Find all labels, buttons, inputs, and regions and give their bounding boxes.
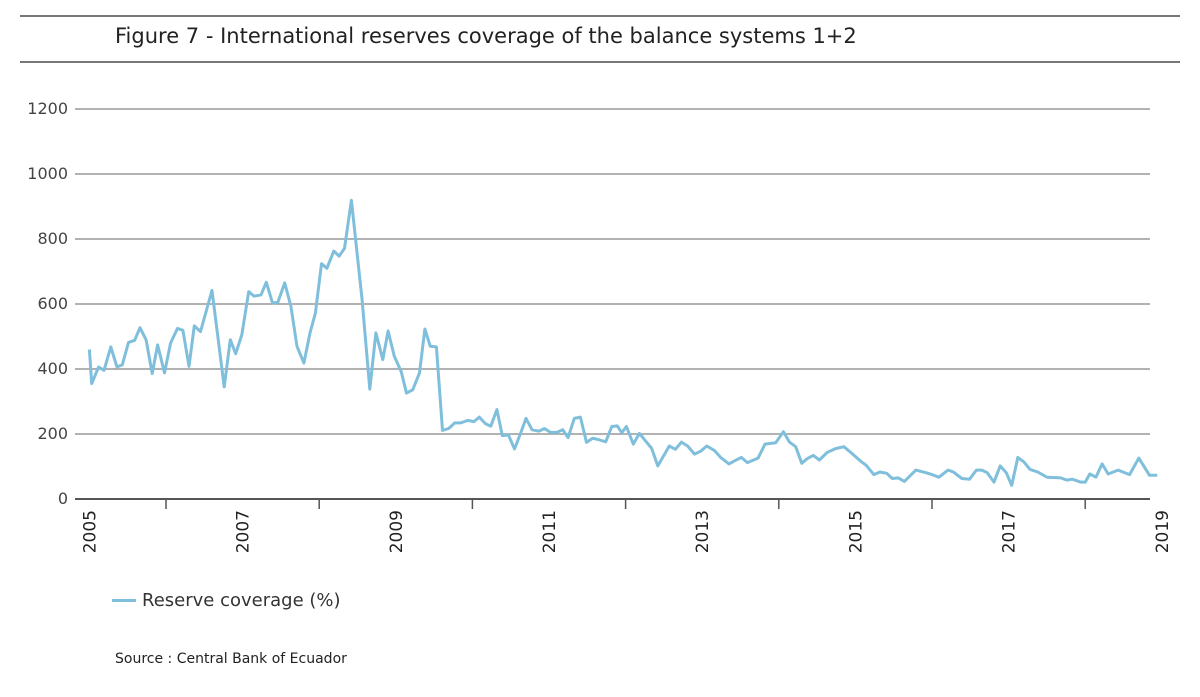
- x-tick-label: 2013: [693, 510, 713, 553]
- x-tick-label: 2005: [80, 510, 100, 553]
- y-tick-label: 400: [37, 359, 68, 378]
- legend-swatch: [112, 599, 136, 602]
- series-line-reserve-coverage: [87, 198, 1158, 487]
- y-tick-label: 0: [58, 489, 68, 508]
- legend: Reserve coverage (%): [112, 590, 341, 611]
- y-tick-label: 200: [37, 424, 68, 443]
- title-rule: [20, 61, 1180, 63]
- chart-title: Figure 7 - International reserves covera…: [115, 24, 857, 48]
- source-note: Source : Central Bank of Ecuador: [115, 651, 347, 667]
- x-tick-label: 2019: [1153, 510, 1173, 553]
- x-tick-label: 2009: [387, 510, 407, 553]
- x-tick-label: 2011: [540, 510, 560, 553]
- y-tick-label: 800: [37, 229, 68, 248]
- y-tick-label: 600: [37, 294, 68, 313]
- y-tick-label: 1000: [27, 164, 68, 183]
- legend-label: Reserve coverage (%): [142, 590, 341, 611]
- x-tick-label: 2007: [234, 510, 254, 553]
- line-chart: 0 200 400 600 800 1000 1200 2005 2007 2009 2011 201…: [27, 99, 1173, 553]
- x-tick-label: 2017: [1000, 510, 1020, 553]
- top-rule: [20, 15, 1180, 17]
- y-tick-label: 1200: [27, 99, 68, 118]
- x-tick-label: 2015: [846, 510, 866, 553]
